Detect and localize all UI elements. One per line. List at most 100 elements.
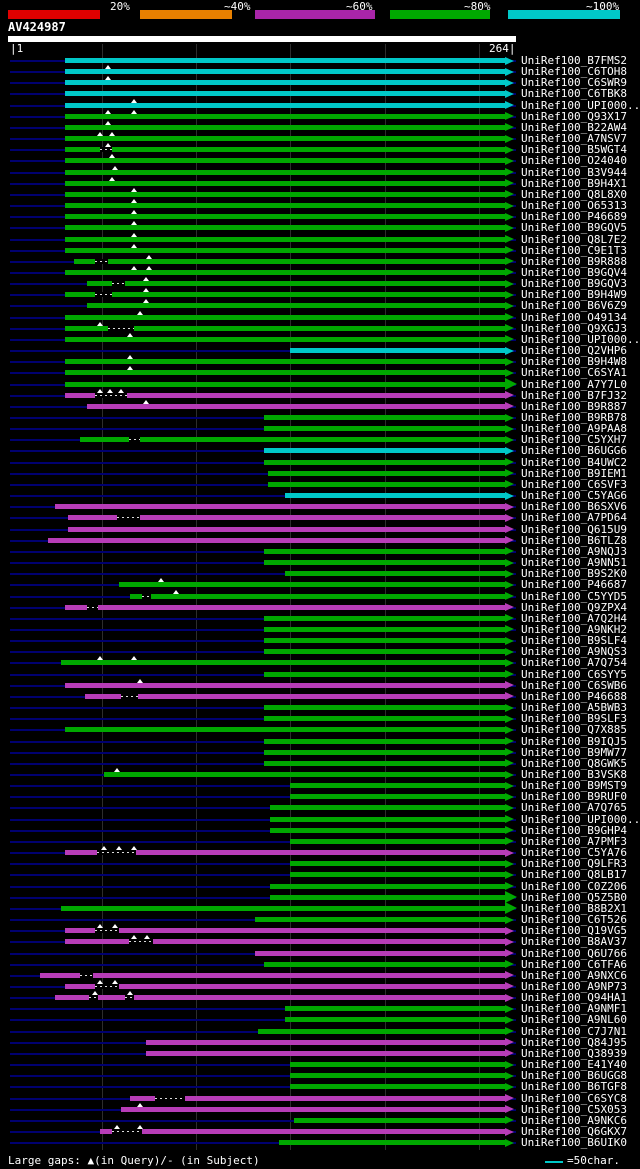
hit-label[interactable]: UniRef100_B9GQV4: [521, 265, 627, 279]
alignment-bar[interactable]: [64, 359, 505, 365]
hit-label[interactable]: UniRef100_B9SLF4: [521, 634, 627, 648]
hit-label[interactable]: UniRef100_O49134: [521, 310, 627, 324]
alignment-bar[interactable]: [40, 972, 505, 978]
hit-label[interactable]: UniRef100_B6SXV6: [521, 500, 627, 514]
hit-label[interactable]: UniRef100_C6SWR9: [521, 76, 627, 90]
alignment-bar[interactable]: [64, 381, 505, 387]
alignment-bar[interactable]: [290, 861, 505, 867]
hit-label[interactable]: UniRef100_Q8LB17: [521, 868, 627, 882]
hit-label[interactable]: UniRef100_UPI000..: [521, 98, 640, 112]
alignment-bar[interactable]: [294, 1117, 505, 1123]
hit-label[interactable]: UniRef100_B6TLZ8: [521, 533, 627, 547]
alignment-bar[interactable]: [64, 727, 505, 733]
alignment-bar[interactable]: [264, 760, 505, 766]
alignment-bar[interactable]: [104, 772, 505, 777]
alignment-bar[interactable]: [269, 805, 505, 811]
alignment-bar[interactable]: [64, 136, 505, 142]
alignment-bar[interactable]: [264, 649, 505, 655]
hit-label[interactable]: UniRef100_C5X053: [521, 1102, 627, 1116]
alignment-bar[interactable]: [64, 325, 505, 331]
hit-label[interactable]: UniRef100_B9S2K0: [521, 567, 627, 581]
alignment-bar[interactable]: [254, 917, 505, 923]
alignment-bar[interactable]: [119, 582, 505, 588]
hit-label[interactable]: UniRef100_A9NKC6: [521, 1113, 627, 1127]
hit-label[interactable]: UniRef100_B9GQV3: [521, 277, 627, 291]
hit-label[interactable]: UniRef100_A5BWB3: [521, 701, 627, 715]
hit-label[interactable]: UniRef100_C6SYY5: [521, 667, 627, 681]
alignment-bar[interactable]: [290, 1084, 505, 1090]
alignment-bar[interactable]: [264, 448, 505, 454]
hit-label[interactable]: UniRef100_O65313: [521, 199, 627, 213]
hit-label[interactable]: UniRef100_UPI000..: [521, 812, 640, 826]
hit-label[interactable]: UniRef100_B9RUF0: [521, 790, 627, 804]
alignment-bar[interactable]: [264, 415, 505, 420]
alignment-bar[interactable]: [55, 504, 505, 510]
alignment-bar[interactable]: [264, 671, 505, 677]
hit-label[interactable]: UniRef100_Q8L7E2: [521, 232, 627, 246]
hit-label[interactable]: UniRef100_Q93X17: [521, 109, 627, 123]
hit-label[interactable]: UniRef100_A7PMF3: [521, 834, 627, 848]
alignment-bar[interactable]: [64, 180, 505, 186]
hit-label[interactable]: UniRef100_P46687: [521, 578, 627, 592]
hit-label[interactable]: UniRef100_C5YAG6: [521, 489, 627, 503]
hit-label[interactable]: UniRef100_B6UGG6: [521, 444, 627, 458]
hit-label[interactable]: UniRef100_A9NQJ3: [521, 544, 627, 558]
hit-label[interactable]: UniRef100_A9NMF1: [521, 1002, 627, 1016]
alignment-bar[interactable]: [79, 437, 505, 443]
hit-label[interactable]: UniRef100_B9IEM1: [521, 466, 627, 480]
alignment-bar[interactable]: [64, 939, 505, 945]
hit-label[interactable]: UniRef100_B6V6Z9: [521, 299, 627, 313]
hit-label[interactable]: UniRef100_A9NL60: [521, 1013, 627, 1027]
alignment-bar[interactable]: [130, 593, 505, 599]
alignment-bar[interactable]: [264, 705, 505, 711]
hit-label[interactable]: UniRef100_Q5Z5B0: [521, 890, 627, 904]
alignment-bar[interactable]: [290, 348, 505, 354]
alignment-bar[interactable]: [85, 693, 505, 699]
alignment-bar[interactable]: [264, 426, 505, 432]
hit-label[interactable]: UniRef100_A9NKH2: [521, 622, 627, 636]
hit-label[interactable]: UniRef100_Q615U9: [521, 522, 627, 536]
hit-label[interactable]: UniRef100_UPI000..: [521, 332, 640, 346]
hit-label[interactable]: UniRef100_Q2VHP6: [521, 344, 627, 358]
hit-label[interactable]: UniRef100_Q94HA1: [521, 991, 627, 1005]
alignment-bar[interactable]: [64, 225, 505, 231]
alignment-bar[interactable]: [121, 1106, 505, 1112]
alignment-bar[interactable]: [290, 838, 505, 844]
alignment-bar[interactable]: [145, 1050, 505, 1056]
hit-label[interactable]: UniRef100_Q7X885: [521, 723, 627, 737]
hit-label[interactable]: UniRef100_B5WGT4: [521, 143, 627, 157]
hit-label[interactable]: UniRef100_B3V944: [521, 165, 627, 179]
hit-label[interactable]: UniRef100_C6T526: [521, 913, 627, 927]
alignment-bar[interactable]: [269, 894, 505, 900]
alignment-bar[interactable]: [284, 1006, 505, 1012]
alignment-bar[interactable]: [267, 481, 505, 487]
hit-label[interactable]: UniRef100_B6TGF8: [521, 1080, 627, 1094]
hit-label[interactable]: UniRef100_C7J7N1: [521, 1024, 627, 1038]
alignment-bar[interactable]: [64, 928, 505, 934]
alignment-bar[interactable]: [264, 548, 505, 554]
alignment-bar[interactable]: [145, 1039, 505, 1045]
alignment-bar[interactable]: [60, 660, 505, 666]
hit-label[interactable]: UniRef100_B22AW4: [521, 120, 627, 134]
alignment-bar[interactable]: [267, 470, 505, 476]
hit-label[interactable]: UniRef100_P46689: [521, 210, 627, 224]
alignment-bar[interactable]: [73, 258, 505, 264]
hit-label[interactable]: UniRef100_B7FMS2: [521, 54, 627, 67]
alignment-bar[interactable]: [64, 850, 505, 856]
hit-label[interactable]: UniRef100_B9H4X1: [521, 176, 627, 190]
hit-label[interactable]: UniRef100_C6SYC8: [521, 1091, 627, 1105]
alignment-bar[interactable]: [87, 403, 505, 409]
alignment-bar[interactable]: [64, 102, 505, 108]
alignment-bar[interactable]: [264, 615, 505, 621]
alignment-bar[interactable]: [254, 950, 505, 956]
hit-label[interactable]: UniRef100_B9MW77: [521, 745, 627, 759]
hit-label[interactable]: UniRef100_A7PD64: [521, 511, 627, 525]
hit-label[interactable]: UniRef100_Q9ZPX4: [521, 600, 627, 614]
alignment-bar[interactable]: [279, 1140, 505, 1146]
hit-label[interactable]: UniRef100_C9E1T3: [521, 243, 627, 257]
hit-label[interactable]: UniRef100_Q9XGJ3: [521, 321, 627, 335]
hit-label[interactable]: UniRef100_A7Q765: [521, 801, 627, 815]
alignment-bar[interactable]: [60, 905, 505, 911]
alignment-bar[interactable]: [130, 1095, 505, 1101]
hit-label[interactable]: UniRef100_C6SVF3: [521, 477, 627, 491]
